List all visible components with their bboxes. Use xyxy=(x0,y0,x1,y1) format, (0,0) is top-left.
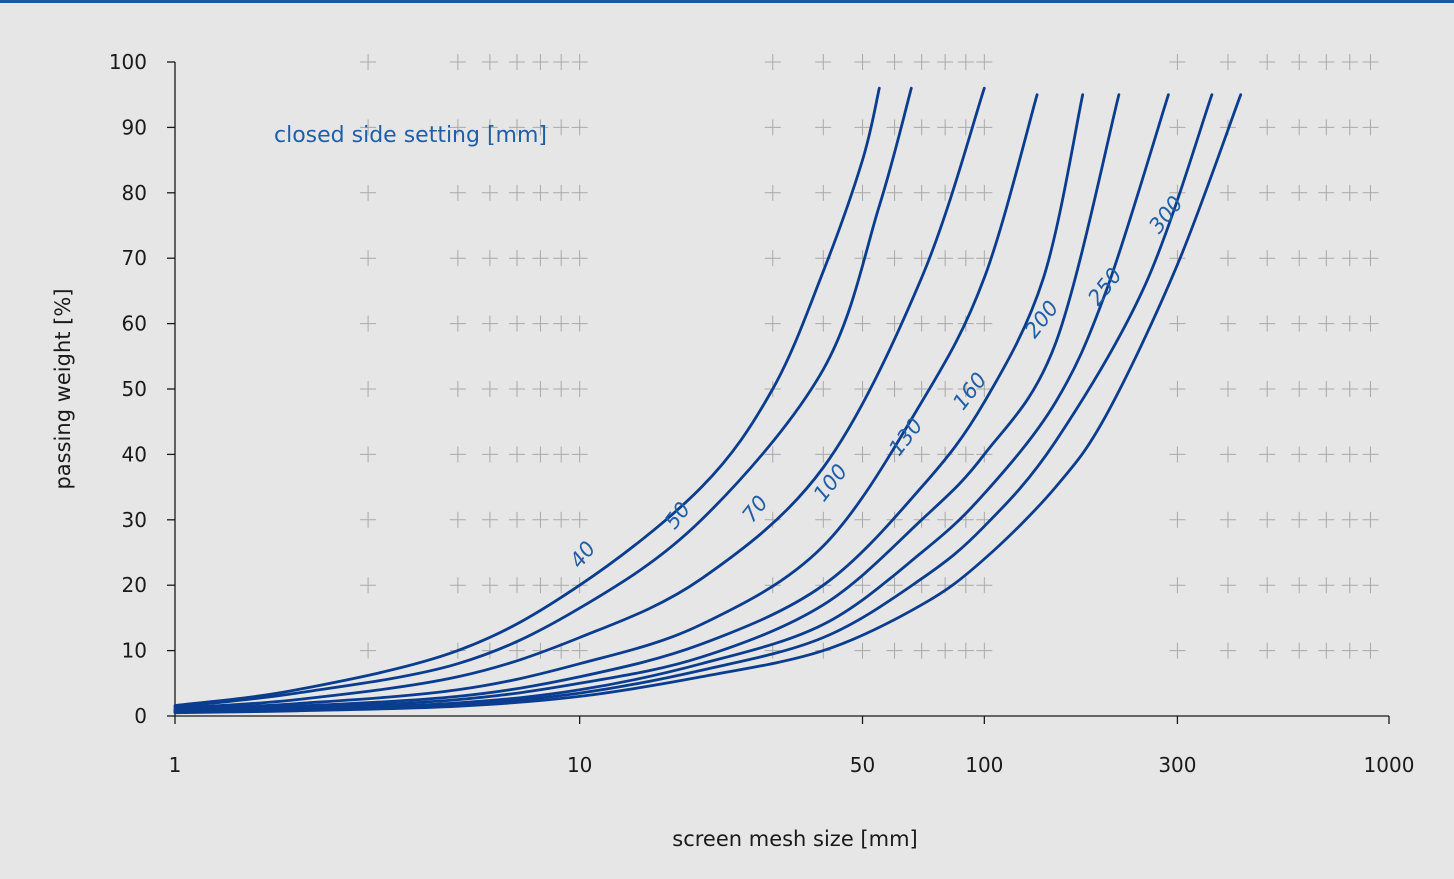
grid-markers xyxy=(360,54,1379,659)
y-tick-label: 60 xyxy=(122,312,147,336)
curve-label-300: 300 xyxy=(1144,192,1188,238)
curve-40 xyxy=(173,86,881,707)
x-tick-label: 1000 xyxy=(1364,753,1415,777)
curve-label-250: 250 xyxy=(1083,263,1127,309)
y-tick-label: 40 xyxy=(122,442,147,466)
curve-label-40: 40 xyxy=(565,537,600,573)
axes xyxy=(174,62,1389,717)
curves xyxy=(173,86,1243,715)
curve-label-70: 70 xyxy=(737,491,772,527)
closed-side-setting-annotation: closed side setting [mm] xyxy=(274,123,547,148)
curve-50 xyxy=(173,86,913,709)
x-tick-label: 1 xyxy=(169,753,182,777)
curve-70 xyxy=(173,86,986,710)
curve-100 xyxy=(173,93,1039,711)
x-tick-label: 50 xyxy=(850,753,875,777)
curve-label-50: 50 xyxy=(660,498,695,534)
x-axis-title: screen mesh size [mm] xyxy=(672,827,917,851)
y-tick-label: 10 xyxy=(122,639,147,663)
y-tick-label: 80 xyxy=(122,181,147,205)
x-ticks: 1 10 50 100 300 1000 xyxy=(169,716,1415,777)
x-tick-label: 100 xyxy=(965,753,1003,777)
curve-200 xyxy=(173,93,1170,713)
curve-250 xyxy=(173,93,1214,714)
y-tick-label: 70 xyxy=(122,246,147,270)
curve-130 xyxy=(173,93,1085,712)
curve-160 xyxy=(173,93,1121,713)
y-tick-label: 0 xyxy=(134,704,147,728)
curve-300 xyxy=(173,93,1243,715)
x-tick-label: 10 xyxy=(567,753,592,777)
y-tick-label: 30 xyxy=(122,508,147,532)
y-ticks: 0 10 20 30 40 50 60 70 80 90 100 xyxy=(109,50,175,728)
y-tick-label: 20 xyxy=(122,573,147,597)
top-accent-bar xyxy=(0,0,1454,3)
x-tick-label: 300 xyxy=(1158,753,1196,777)
y-axis-title: passing weight [%] xyxy=(51,288,75,489)
y-tick-label: 50 xyxy=(122,377,147,401)
curve-label-160: 160 xyxy=(948,368,992,414)
curve-label-100: 100 xyxy=(809,460,853,506)
y-tick-label: 90 xyxy=(122,115,147,139)
y-tick-label: 100 xyxy=(109,50,147,74)
